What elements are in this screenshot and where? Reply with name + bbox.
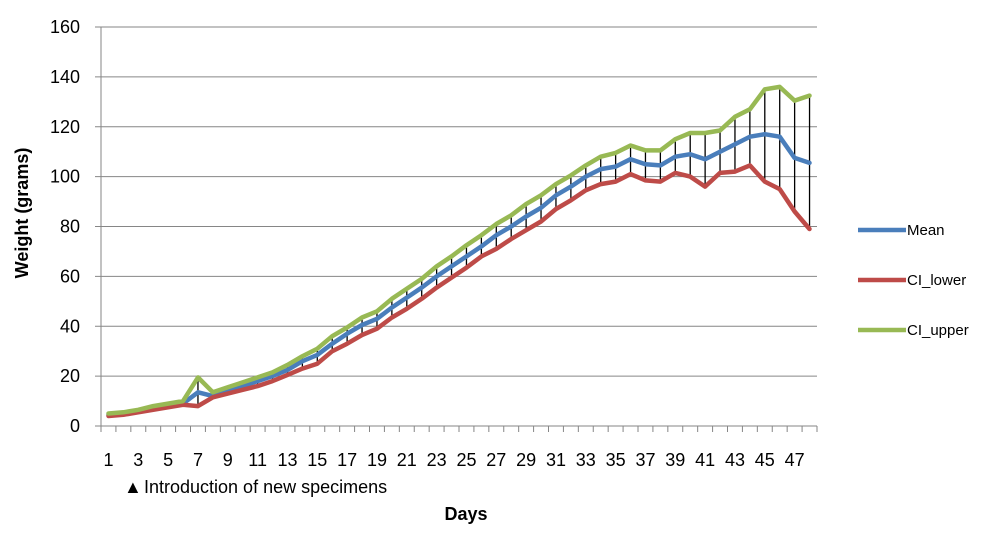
y-tick-label: 20 bbox=[60, 366, 80, 386]
x-tick-label: 45 bbox=[755, 450, 775, 470]
x-tick-label: 5 bbox=[163, 450, 173, 470]
x-tick-label: 9 bbox=[223, 450, 233, 470]
x-tick-label: 41 bbox=[695, 450, 715, 470]
y-tick-label: 40 bbox=[60, 316, 80, 336]
axes bbox=[95, 27, 817, 432]
series-lines bbox=[108, 87, 809, 416]
annotation-text: Introduction of new specimens bbox=[144, 477, 387, 497]
x-tick-label: 13 bbox=[277, 450, 297, 470]
x-tick-label: 11 bbox=[248, 450, 267, 470]
y-axis-title: Weight (grams) bbox=[12, 148, 32, 279]
x-tick-label: 3 bbox=[133, 450, 143, 470]
y-tick-label: 160 bbox=[50, 17, 80, 37]
y-tick-label: 120 bbox=[50, 117, 80, 137]
x-tick-label: 15 bbox=[307, 450, 327, 470]
legend-label-ci_upper: CI_upper bbox=[907, 322, 969, 339]
gridlines bbox=[101, 27, 817, 376]
legend-label-ci_lower: CI_lower bbox=[907, 272, 966, 289]
x-tick-label: 17 bbox=[337, 450, 357, 470]
x-tick-label: 47 bbox=[785, 450, 805, 470]
x-tick-label: 21 bbox=[397, 450, 417, 470]
x-tick-label: 39 bbox=[665, 450, 685, 470]
triangle-marker-icon: ▲ bbox=[124, 477, 142, 497]
x-tick-label: 35 bbox=[606, 450, 626, 470]
legend-label-mean: Mean bbox=[907, 222, 945, 239]
x-tick-label: 31 bbox=[546, 450, 566, 470]
x-tick-label: 7 bbox=[193, 450, 203, 470]
x-tick-label: 27 bbox=[486, 450, 506, 470]
y-tick-label: 0 bbox=[70, 416, 80, 436]
x-tick-label: 43 bbox=[725, 450, 745, 470]
x-tick-label: 33 bbox=[576, 450, 596, 470]
legend: Mean CI_lower CI_upper bbox=[858, 222, 969, 339]
x-axis-title: Days bbox=[444, 504, 487, 524]
x-tick-label: 37 bbox=[635, 450, 655, 470]
y-tick-label: 100 bbox=[50, 167, 80, 187]
series-line-ci_upper bbox=[109, 87, 810, 414]
y-tick-label: 140 bbox=[50, 67, 80, 87]
x-tick-label: 25 bbox=[456, 450, 476, 470]
x-tick-label: 1 bbox=[103, 450, 113, 470]
y-tick-label: 60 bbox=[60, 266, 80, 286]
x-tick-label: 23 bbox=[427, 450, 447, 470]
y-tick-labels: 0 20 40 60 80 100 120 140 160 bbox=[50, 17, 80, 436]
x-tick-label: 29 bbox=[516, 450, 536, 470]
y-tick-label: 80 bbox=[60, 217, 80, 237]
x-tick-label: 19 bbox=[367, 450, 387, 470]
series-line-ci_lower bbox=[109, 165, 810, 416]
annotation: ▲ Introduction of new specimens bbox=[124, 477, 387, 497]
